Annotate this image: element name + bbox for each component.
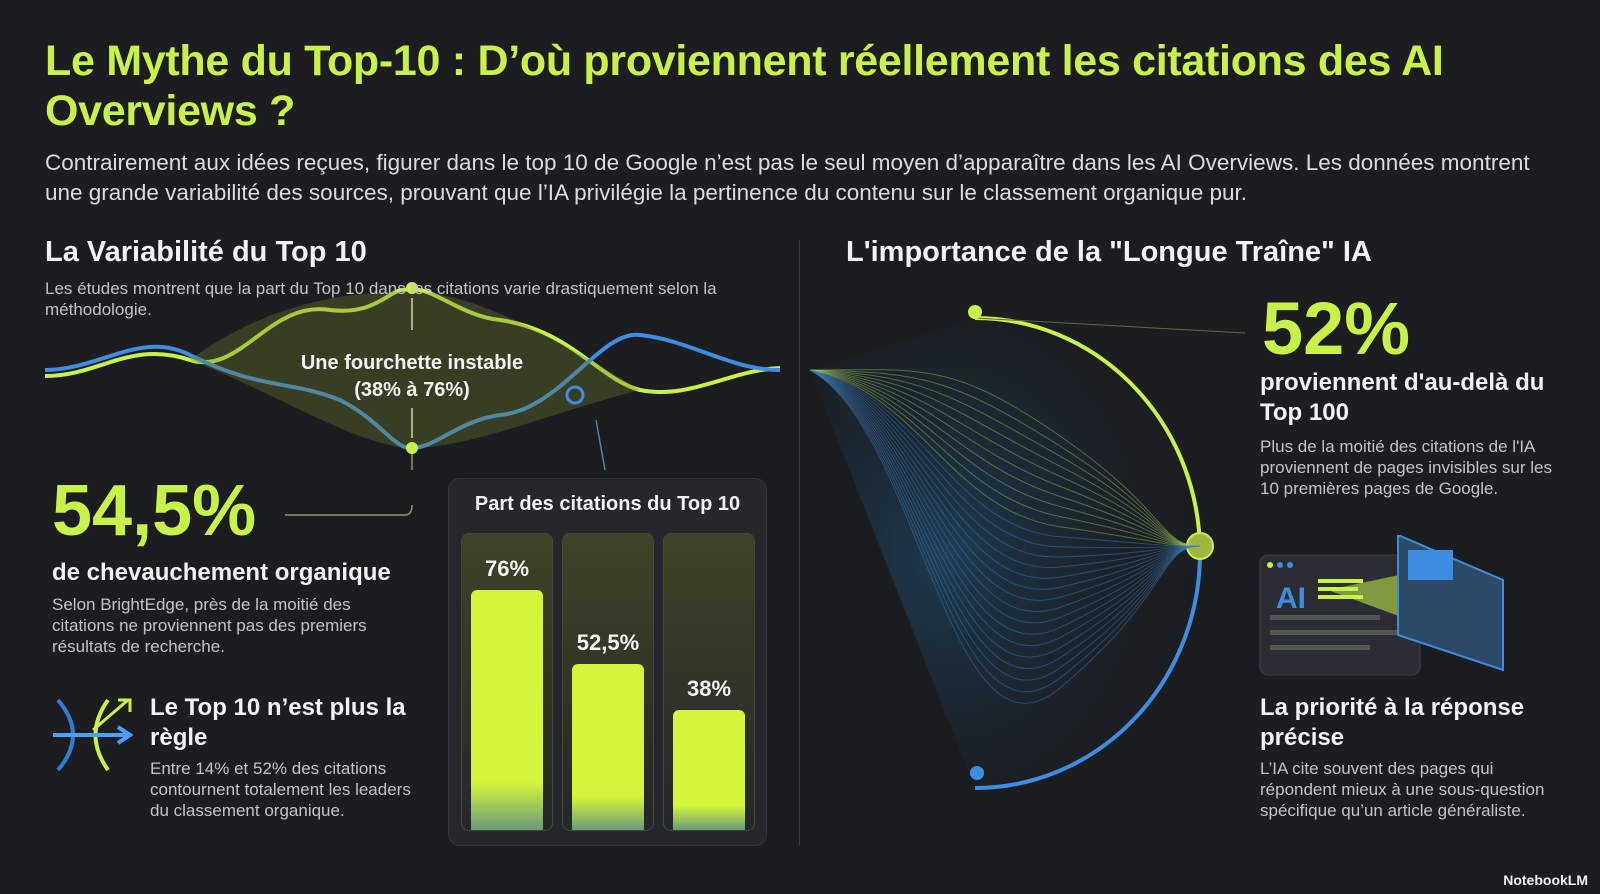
title: Le Mythe du Top-10 : D’où proviennent ré…	[45, 37, 1444, 135]
icon-label: AI	[1276, 582, 1306, 615]
bar	[572, 664, 644, 830]
value-label: 52,5%	[576, 630, 640, 656]
stat-value: 54,5%	[52, 471, 257, 551]
fan-line	[809, 369, 1201, 547]
fan-line	[809, 369, 1201, 547]
fan-line	[809, 369, 1201, 601]
divider	[799, 240, 800, 845]
wave-label: Une fourchette instable (38% à 76%)	[300, 352, 524, 401]
fan-line	[809, 369, 1201, 568]
fan-line	[809, 369, 1201, 612]
fan-line	[809, 369, 1201, 579]
stat-label: de chevauchement organique	[52, 559, 391, 586]
fan-line	[809, 369, 1201, 547]
fan-line	[809, 369, 1201, 547]
left-description: Les études montrent que la part du Top 1…	[45, 279, 717, 319]
bar	[673, 710, 745, 830]
value-label: 38%	[686, 676, 732, 701]
brand: NotebookLM	[1503, 872, 1588, 888]
fan-line	[809, 369, 1201, 549]
fan-line	[809, 369, 1201, 704]
fan-line	[809, 369, 1201, 547]
connector	[285, 505, 413, 516]
callout-title: La priorité à la réponse précise	[1260, 694, 1525, 751]
bar-column: 76%	[461, 533, 553, 831]
callout-text: Entre 14% et 52% des citations contourne…	[150, 759, 411, 820]
left-heading: La Variabilité du Top 10	[45, 236, 367, 268]
fan-line	[809, 369, 1201, 547]
fan-line	[809, 369, 1201, 669]
bar	[471, 590, 543, 830]
wave	[44, 282, 781, 470]
chart-title: Part des citations du Top 10	[474, 493, 741, 515]
intro: Contrairement aux idées reçues, figurer …	[45, 150, 1530, 205]
fan-line	[809, 369, 1201, 635]
value-label: 76%	[484, 556, 530, 581]
bar-column: 38%	[663, 533, 755, 831]
stat-text: Selon BrightEdge, près de la moitié des …	[52, 595, 367, 656]
ai-icon	[1259, 535, 1504, 676]
fan-line	[809, 369, 1201, 547]
callout-text: L’IA cite souvent des pages qui réponden…	[1260, 759, 1545, 820]
fan-line	[809, 369, 1201, 590]
bar-column: 52,5%	[562, 533, 654, 831]
fan-line	[809, 369, 1201, 558]
fan-line	[809, 369, 1201, 658]
stat-value: 52%	[1262, 287, 1411, 370]
long-tail-graphic	[809, 305, 1246, 790]
callout-title: Le Top 10 n’est plus la règle	[150, 694, 406, 751]
fan-line	[809, 369, 1201, 693]
fan-line	[809, 369, 1201, 547]
stat-text: Plus de la moitié des citations de l'IA …	[1260, 437, 1553, 498]
fan-line	[809, 369, 1201, 624]
bar-chart: Part des citations du Top 10 76% 52,5% 38%	[448, 478, 767, 846]
fan-line	[809, 369, 1201, 681]
fan-line	[809, 369, 1201, 547]
fan-line	[809, 369, 1201, 647]
arrows-icon	[53, 698, 134, 772]
fan-line	[809, 369, 1201, 547]
stat-label: proviennent d'au-delà du Top 100	[1260, 369, 1545, 426]
right-heading: L'importance de la "Longue Traîne" IA	[846, 236, 1372, 268]
fan-line	[809, 369, 1201, 547]
